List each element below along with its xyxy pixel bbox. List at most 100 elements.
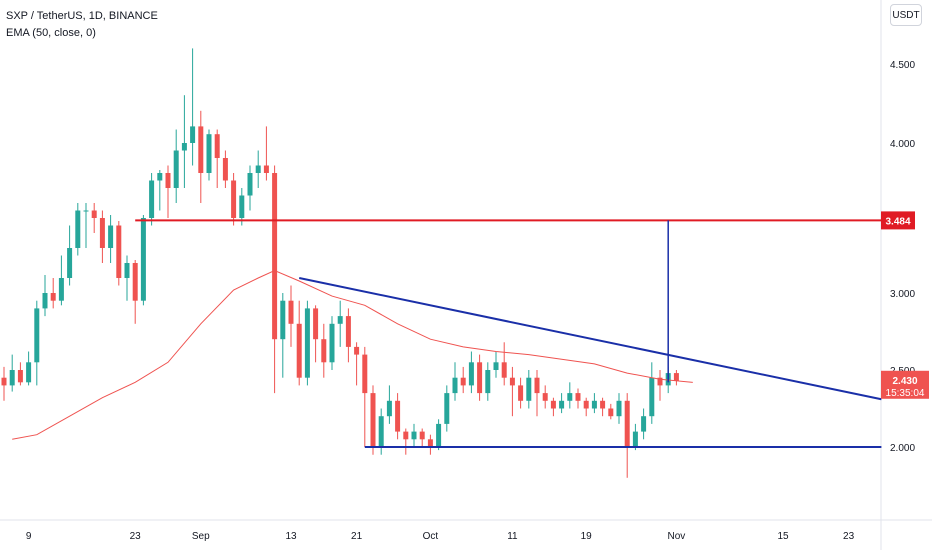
candle-body (501, 362, 507, 378)
candle-body (370, 393, 376, 447)
x-tick-label: 9 (26, 531, 32, 542)
candle-body (575, 393, 581, 401)
candle-body (591, 400, 597, 409)
x-tick-label: 23 (843, 531, 855, 542)
candle-body (149, 180, 155, 218)
candle-body (214, 134, 220, 158)
candle-body (9, 370, 15, 386)
candle-body (444, 393, 450, 424)
candle-body (354, 346, 360, 355)
level-price-tag (881, 211, 915, 230)
candle-body (34, 308, 40, 363)
candle-body (165, 173, 171, 188)
x-tick-label: Nov (668, 531, 686, 542)
candle-body (632, 431, 638, 447)
candle-body (673, 373, 679, 381)
candle-body (550, 400, 556, 409)
bar-countdown-text: 15:35:04 (886, 388, 925, 399)
candle-body (518, 385, 524, 401)
candle-body (583, 400, 589, 409)
candle-body (386, 400, 392, 417)
candle-body (288, 300, 294, 324)
symbol-title[interactable]: SXP / TetherUS, 1D, BINANCE (6, 10, 158, 22)
candle-body (173, 150, 179, 188)
candle-body (600, 400, 606, 409)
candle-body (427, 439, 433, 447)
x-tick-label: 23 (130, 531, 142, 542)
candle-body (75, 210, 81, 248)
candle-body (67, 248, 73, 278)
descending-trendline (298, 277, 882, 401)
candle-body (411, 431, 417, 440)
candle-body (345, 316, 351, 347)
x-tick-label: 11 (507, 531, 518, 542)
x-tick-label: 21 (351, 531, 363, 542)
candle-body (140, 218, 146, 301)
candle-body (509, 377, 515, 386)
candle-body (313, 308, 319, 340)
candle-body (255, 165, 261, 173)
candle-body (190, 126, 196, 143)
candle-body (132, 263, 138, 301)
candle-body (1, 377, 7, 386)
candle-body (337, 316, 343, 324)
currency-button[interactable]: USDT (890, 4, 922, 26)
candle-body (477, 362, 483, 394)
candle-body (534, 377, 540, 394)
candle-body (116, 225, 122, 278)
candle-body (403, 431, 409, 440)
candle-body (272, 173, 278, 340)
y-tick-label: 4.500 (890, 60, 915, 71)
candle-body (206, 134, 212, 173)
candle-body (395, 400, 401, 432)
candle-body (108, 225, 114, 248)
candle-body (198, 126, 204, 173)
candle-body (304, 308, 310, 378)
candle-body (436, 423, 442, 447)
candle-body (83, 210, 89, 212)
candle-body (362, 354, 368, 394)
candle-body (567, 393, 573, 401)
candle-body (468, 362, 474, 386)
x-tick-label: 19 (581, 531, 593, 542)
candle-body (452, 377, 458, 394)
candle-body (493, 362, 499, 370)
candle-body (58, 278, 64, 301)
candle-body (329, 323, 335, 363)
candle-body (50, 293, 56, 301)
candle-body (460, 377, 466, 386)
y-tick-label: 3.000 (890, 289, 915, 300)
candle-body (559, 400, 565, 409)
candle-body (608, 408, 614, 417)
level-price-tag-text: 3.484 (885, 216, 910, 227)
chart-legend: SXP / TetherUS, 1D, BINANCE EMA (50, clo… (6, 8, 158, 42)
ema-indicator-label[interactable]: EMA (50, close, 0) (6, 27, 96, 39)
candle-body (657, 377, 663, 386)
candle-body (263, 165, 269, 173)
candle-body (321, 339, 327, 363)
candle-body (280, 300, 286, 340)
candle-body (99, 218, 105, 248)
candle-body (649, 377, 655, 417)
candle-body (641, 416, 647, 432)
candle-body (542, 393, 548, 401)
candle-body (485, 370, 491, 394)
x-tick-label: 13 (285, 531, 297, 542)
y-tick-label: 2.000 (890, 443, 915, 454)
candle-body (419, 431, 425, 440)
ema-line (12, 269, 693, 440)
candle-body (239, 195, 245, 218)
candle-body (124, 263, 130, 278)
x-tick-label: Sep (192, 531, 210, 542)
candles-group (1, 48, 679, 478)
candle-body (247, 173, 253, 196)
x-tick-label: 15 (777, 531, 789, 542)
candle-body (222, 158, 228, 181)
y-tick-label: 4.000 (890, 139, 915, 150)
candle-body (181, 143, 187, 151)
candle-body (378, 416, 384, 447)
x-tick-label: Oct (423, 531, 439, 542)
candle-body (42, 293, 48, 309)
